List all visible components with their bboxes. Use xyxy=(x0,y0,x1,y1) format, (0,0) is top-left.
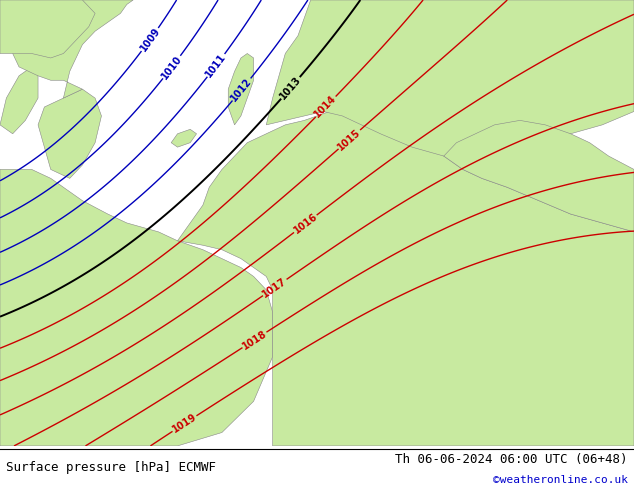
Text: 1016: 1016 xyxy=(292,212,319,236)
Polygon shape xyxy=(0,170,273,446)
Text: 1019: 1019 xyxy=(171,412,198,435)
Text: 1009: 1009 xyxy=(138,26,162,53)
Polygon shape xyxy=(0,0,95,58)
Text: ©weatheronline.co.uk: ©weatheronline.co.uk xyxy=(493,475,628,485)
Text: 1018: 1018 xyxy=(240,328,269,351)
Polygon shape xyxy=(444,121,634,232)
Text: 1011: 1011 xyxy=(204,51,228,79)
Text: 1012: 1012 xyxy=(230,76,254,103)
Text: 1014: 1014 xyxy=(313,94,339,120)
Polygon shape xyxy=(171,129,197,147)
Polygon shape xyxy=(38,89,101,178)
Polygon shape xyxy=(228,53,254,125)
Text: 1013: 1013 xyxy=(278,74,303,101)
Text: 1010: 1010 xyxy=(160,53,184,81)
Text: Surface pressure [hPa] ECMWF: Surface pressure [hPa] ECMWF xyxy=(6,461,216,473)
Polygon shape xyxy=(178,112,634,446)
Polygon shape xyxy=(266,0,634,156)
Text: 1015: 1015 xyxy=(336,127,363,152)
Polygon shape xyxy=(0,67,38,134)
Text: Th 06-06-2024 06:00 UTC (06+48): Th 06-06-2024 06:00 UTC (06+48) xyxy=(395,453,628,466)
Text: 1017: 1017 xyxy=(261,276,288,299)
Polygon shape xyxy=(13,0,133,98)
